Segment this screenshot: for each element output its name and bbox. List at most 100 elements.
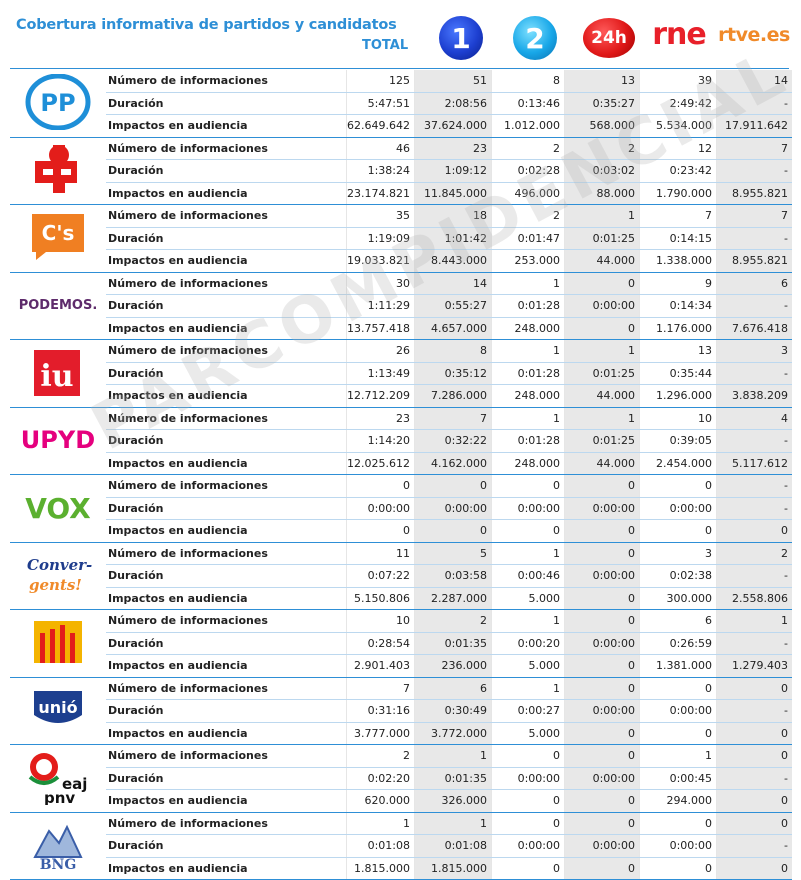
- table-cell: 1.815.000: [413, 857, 492, 880]
- table-cell: 0: [563, 474, 640, 498]
- svg-text:UPYD: UPYD: [21, 426, 95, 454]
- table-cell: -: [715, 834, 792, 858]
- table-cell: 0:01:28: [490, 429, 565, 453]
- table-cell: 5.534.000: [638, 114, 717, 138]
- svg-text:VOX: VOX: [25, 492, 91, 524]
- table-cell: 0: [490, 474, 565, 498]
- row-label: Duración: [106, 362, 347, 385]
- table-cell: 1: [563, 407, 640, 430]
- table-cell: 0: [715, 812, 792, 835]
- table-cell: 0: [563, 542, 640, 565]
- table-cell: 1.338.000: [638, 249, 717, 273]
- table-cell: 8: [413, 339, 492, 363]
- table-cell: 0: [490, 789, 565, 813]
- convergents-logo: Conver-gents!: [10, 542, 106, 610]
- row-label: Número de informaciones: [106, 70, 347, 93]
- table-row: C's Número de informaciones 35 18 2 1 7 7: [10, 204, 792, 273]
- svg-text:C's: C's: [42, 221, 75, 245]
- table-cell: 5.150.806: [346, 587, 415, 610]
- table-row: Impactos en audiencia 19.033.821 8.443.000…: [10, 249, 792, 273]
- svg-text:gents!: gents!: [29, 576, 82, 594]
- table-cell: 568.000: [563, 114, 640, 138]
- table-cell: 5.117.612: [715, 452, 792, 475]
- table-cell: 2.454.000: [638, 452, 717, 475]
- table-row: Impactos en audiencia 13.757.418 4.657.000…: [10, 317, 792, 340]
- table-cell: 1: [490, 407, 565, 430]
- table-row: Impactos en audiencia 1.815.000 1.815.000 0…: [10, 857, 792, 880]
- table-cell: -: [715, 294, 792, 318]
- row-label: Duración: [106, 227, 347, 250]
- table-cell: 1: [490, 609, 565, 633]
- la2-channel-logo: 2: [513, 16, 557, 60]
- table-cell: 0: [490, 744, 565, 768]
- svg-text:iu: iu: [40, 359, 73, 394]
- row-label: Número de informaciones: [106, 204, 347, 228]
- table-cell: 12: [638, 137, 717, 160]
- table-cell: 8.955.821: [715, 249, 792, 273]
- svg-text:unió: unió: [38, 698, 77, 717]
- table-cell: 0:00:00: [563, 294, 640, 318]
- table-cell: 7: [715, 204, 792, 228]
- table-cell: 17.911.642: [715, 114, 792, 138]
- table-cell: 0:13:46: [490, 92, 565, 115]
- table-cell: 1.790.000: [638, 182, 717, 205]
- table-cell: 0:01:08: [346, 834, 415, 858]
- table-cell: 0: [715, 789, 792, 813]
- table-cell: 496.000: [490, 182, 565, 205]
- table-row: Número de informaciones 46 23 2 2 12 7: [10, 137, 792, 205]
- table-cell: 0:00:27: [490, 699, 565, 723]
- table-cell: 10: [638, 407, 717, 430]
- table-row: Conver-gents! Número de informaciones 11 5 1…: [10, 542, 792, 610]
- upyd-logo: UPYD: [10, 407, 106, 475]
- table-cell: 12.712.209: [346, 384, 415, 408]
- table-cell: 0:00:00: [346, 497, 415, 520]
- table-cell: 1.176.000: [638, 317, 717, 340]
- row-label: Impactos en audiencia: [106, 114, 347, 138]
- table-cell: 0:35:27: [563, 92, 640, 115]
- table-cell: 1.296.000: [638, 384, 717, 408]
- row-label: Impactos en audiencia: [106, 857, 347, 880]
- row-label: Número de informaciones: [106, 812, 347, 835]
- table-cell: 253.000: [490, 249, 565, 273]
- table-cell: 7: [346, 677, 415, 700]
- row-label: Impactos en audiencia: [106, 182, 347, 205]
- row-label: Número de informaciones: [106, 407, 347, 430]
- table-cell: 0:23:42: [638, 159, 717, 183]
- table-row: Duración 0:01:08 0:01:08 0:00:00 0:00:00 0:00…: [10, 834, 792, 858]
- table-cell: -: [715, 699, 792, 723]
- table-cell: 7: [715, 137, 792, 160]
- table-row: Impactos en audiencia 62.649.642 37.624.00…: [10, 114, 792, 138]
- table-cell: 5:47:51: [346, 92, 415, 115]
- table-cell: 0: [490, 812, 565, 835]
- table-cell: 0: [490, 857, 565, 880]
- table-cell: 0:02:38: [638, 564, 717, 588]
- 24h-channel-logo: 24h: [583, 18, 635, 58]
- row-label: Duración: [106, 632, 347, 655]
- table-cell: 0: [346, 474, 415, 498]
- table-cell: 7: [638, 204, 717, 228]
- table-row: PODEMOS. Número de informaciones 30 14 1 0 9 6: [10, 272, 792, 340]
- table-cell: 0: [638, 677, 717, 700]
- table-cell: 0: [638, 857, 717, 880]
- table-cell: 0:01:28: [490, 294, 565, 318]
- table-cell: 1:14:20: [346, 429, 415, 453]
- table-cell: 0: [346, 519, 415, 543]
- row-label: Número de informaciones: [106, 542, 347, 565]
- table-cell: 8: [490, 70, 565, 93]
- table-cell: 88.000: [563, 182, 640, 205]
- psoe-logo: [10, 137, 106, 205]
- table-cell: -: [715, 474, 792, 498]
- table-cell: -: [715, 632, 792, 655]
- table-cell: 0: [715, 857, 792, 880]
- table-row: eaj pnv Número de informaciones 2 1 0 0 1 0: [10, 744, 792, 813]
- table-row: iu Número de informaciones 26 8 1 1 13 3: [10, 339, 792, 408]
- table-cell: 0: [563, 654, 640, 678]
- rne-logo: rne: [652, 16, 706, 52]
- row-label: Duración: [106, 497, 347, 520]
- table-cell: 37.624.000: [413, 114, 492, 138]
- table-cell: 0:00:00: [490, 767, 565, 790]
- table-cell: 30: [346, 272, 415, 295]
- table-cell: 1.279.403: [715, 654, 792, 678]
- unio-logo: unió: [10, 677, 106, 745]
- row-label: Impactos en audiencia: [106, 384, 347, 408]
